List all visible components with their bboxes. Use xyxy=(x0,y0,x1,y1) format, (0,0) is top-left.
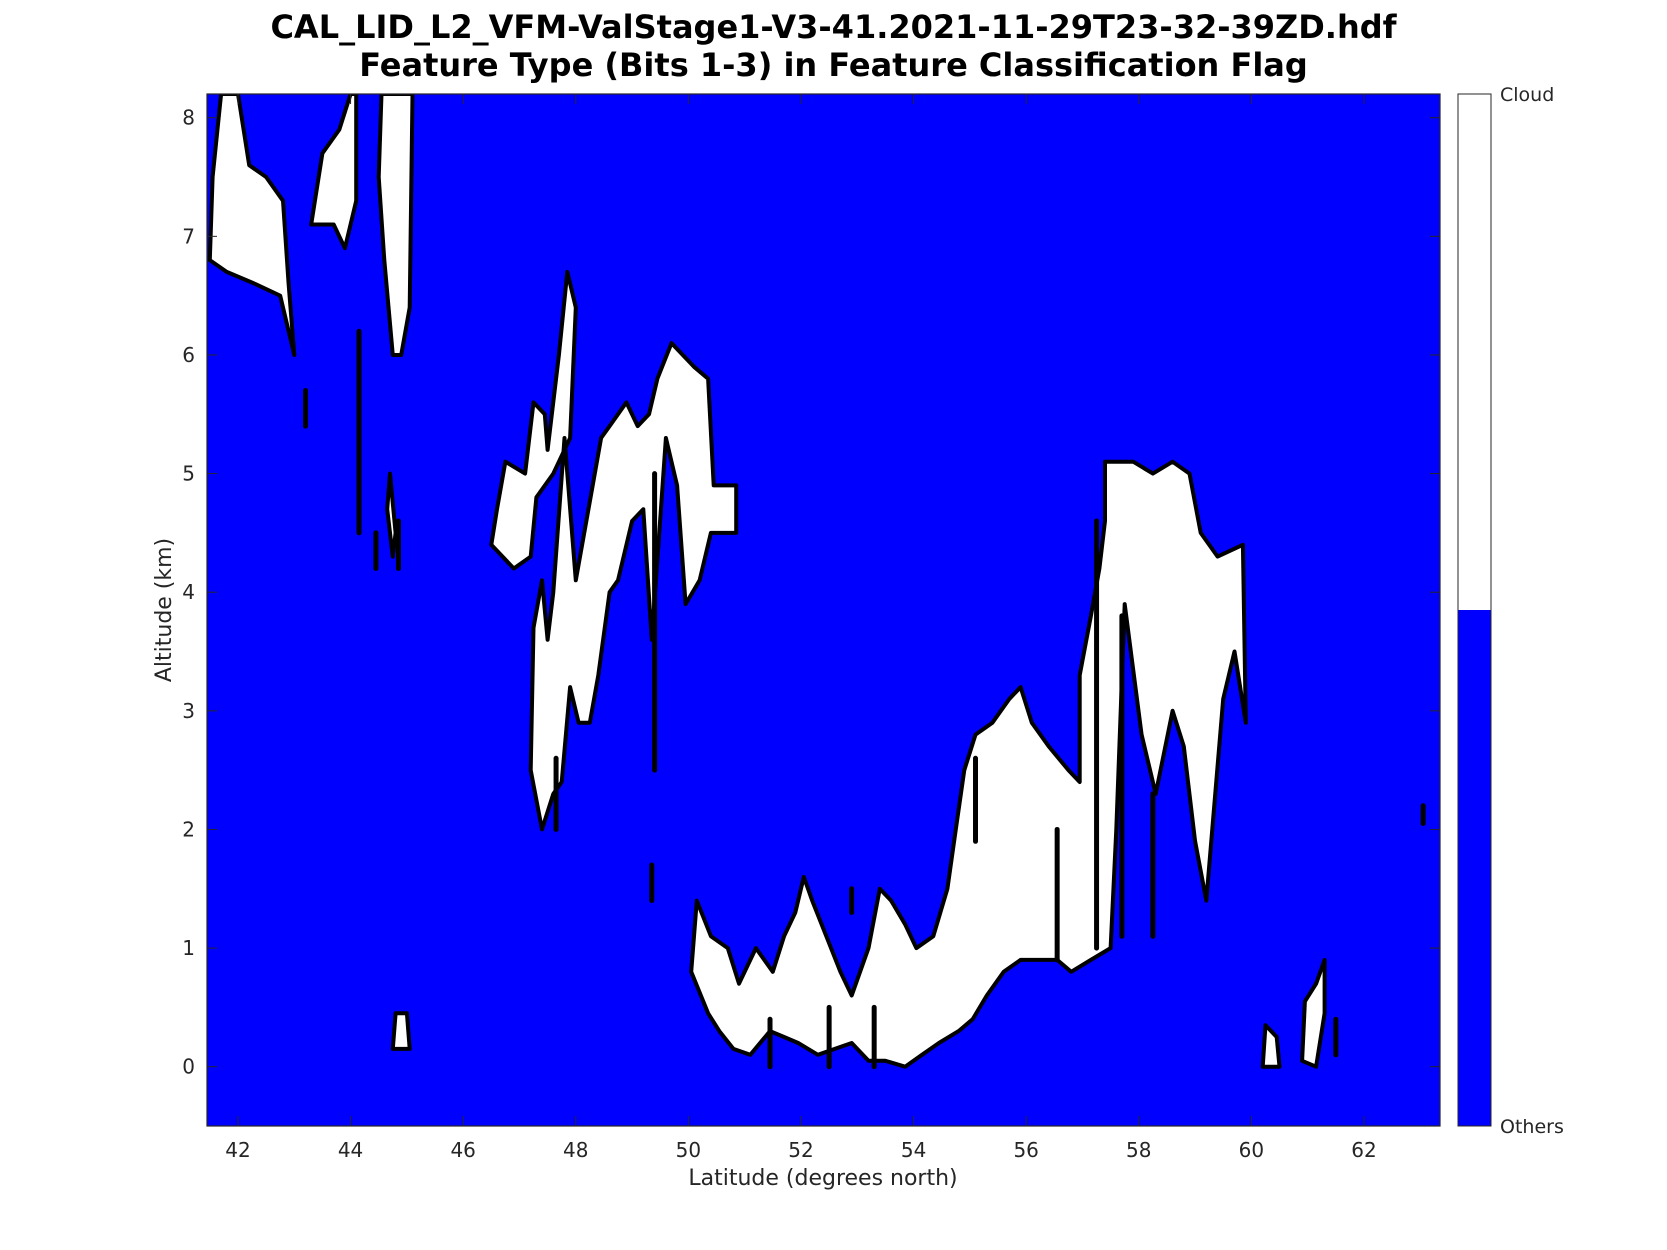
x-tick-label: 42 xyxy=(225,1138,250,1162)
cloud-region-1 xyxy=(207,94,297,357)
x-tick-label: 62 xyxy=(1351,1138,1376,1162)
x-axis: 42 44 46 48 50 52 54 56 58 60 62 xyxy=(225,94,1377,1162)
colorbar: Cloud Others xyxy=(1457,84,1564,1138)
x-tick-label: 52 xyxy=(788,1138,813,1162)
x-tick-label: 58 xyxy=(1126,1138,1151,1162)
y-tick-label: 7 xyxy=(182,224,195,248)
colorbar-cloud-swatch xyxy=(1458,94,1491,610)
x-tick-label: 44 xyxy=(338,1138,363,1162)
cloud-region-2 xyxy=(309,94,359,251)
cloud-region-6 xyxy=(528,341,739,832)
x-tick-label: 56 xyxy=(1013,1138,1038,1162)
chart-title-line-1: CAL_LID_L2_VFM-ValStage1-V3-41.2021-11-2… xyxy=(270,8,1397,46)
plot-frame xyxy=(206,93,1441,1127)
colorbar-others-swatch xyxy=(1458,610,1491,1126)
x-tick-label: 54 xyxy=(901,1138,926,1162)
y-tick-label: 8 xyxy=(182,106,195,130)
x-tick-label: 50 xyxy=(676,1138,701,1162)
cloud-region-5 xyxy=(489,269,578,571)
cloud-region-8 xyxy=(390,1011,412,1051)
y-tick-label: 6 xyxy=(182,343,195,367)
x-tick-label: 48 xyxy=(563,1138,588,1162)
cloud-region-3 xyxy=(376,94,415,357)
y-tick-label: 5 xyxy=(182,462,195,486)
x-tick-label: 60 xyxy=(1239,1138,1264,1162)
colorbar-label-cloud: Cloud xyxy=(1500,84,1554,106)
cloud-region-10 xyxy=(1300,957,1327,1069)
y-tick-label: 3 xyxy=(182,699,195,723)
x-tick-label: 46 xyxy=(450,1138,475,1162)
chart-title-line-2: Feature Type (Bits 1-3) in Feature Class… xyxy=(359,46,1308,84)
cloud-region-9 xyxy=(1260,1023,1282,1069)
y-axis: 0 1 2 3 4 5 6 7 8 xyxy=(182,106,1440,1079)
thin-features-layer xyxy=(303,328,1426,1070)
x-axis-label: Latitude (degrees north) xyxy=(688,1166,957,1191)
cloud-region-7 xyxy=(689,459,1248,1069)
colorbar-label-others: Others xyxy=(1500,1116,1564,1138)
y-tick-label: 0 xyxy=(182,1055,195,1079)
y-tick-label: 4 xyxy=(182,580,195,604)
cloud-regions-layer xyxy=(207,94,1327,1069)
y-tick-label: 1 xyxy=(182,936,195,960)
chart-title: CAL_LID_L2_VFM-ValStage1-V3-41.2021-11-2… xyxy=(0,8,1667,84)
colorbar-frame xyxy=(1457,93,1492,1127)
y-axis-label: Altitude (km) xyxy=(152,538,177,682)
cloud-region-4 xyxy=(385,471,398,559)
y-tick-label: 2 xyxy=(182,817,195,841)
